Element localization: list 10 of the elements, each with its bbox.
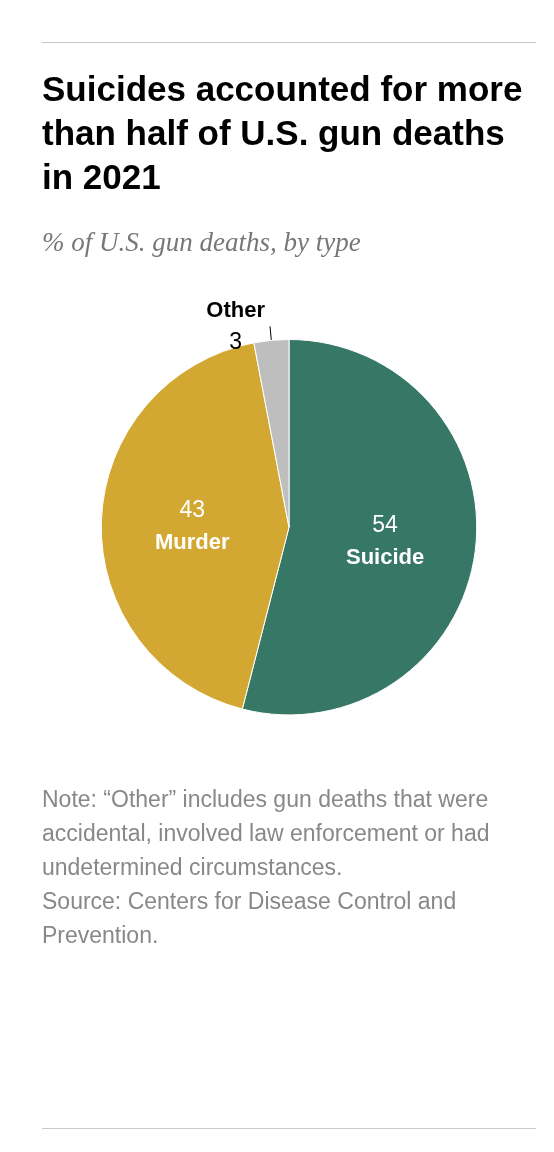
slice-label: Other (206, 296, 266, 322)
chart-subtitle: % of U.S. gun deaths, by type (42, 227, 362, 258)
source-note: Source: Centers for Disease Control and Prevention. (42, 887, 458, 950)
text: Note: “Other” includes gun deaths that were accidental, involved law enforcement or had undetermined circumstances. (42, 785, 491, 882)
slice-label: Murder (154, 528, 230, 554)
data-label: 43 (179, 496, 205, 523)
chart-title: Suicides accounted for more than half of U.S. gun deaths in 2021 (42, 68, 524, 198)
slice-label: Suicide (345, 543, 425, 569)
data-label: 54 (372, 511, 399, 538)
data-label: 3 (229, 328, 243, 355)
